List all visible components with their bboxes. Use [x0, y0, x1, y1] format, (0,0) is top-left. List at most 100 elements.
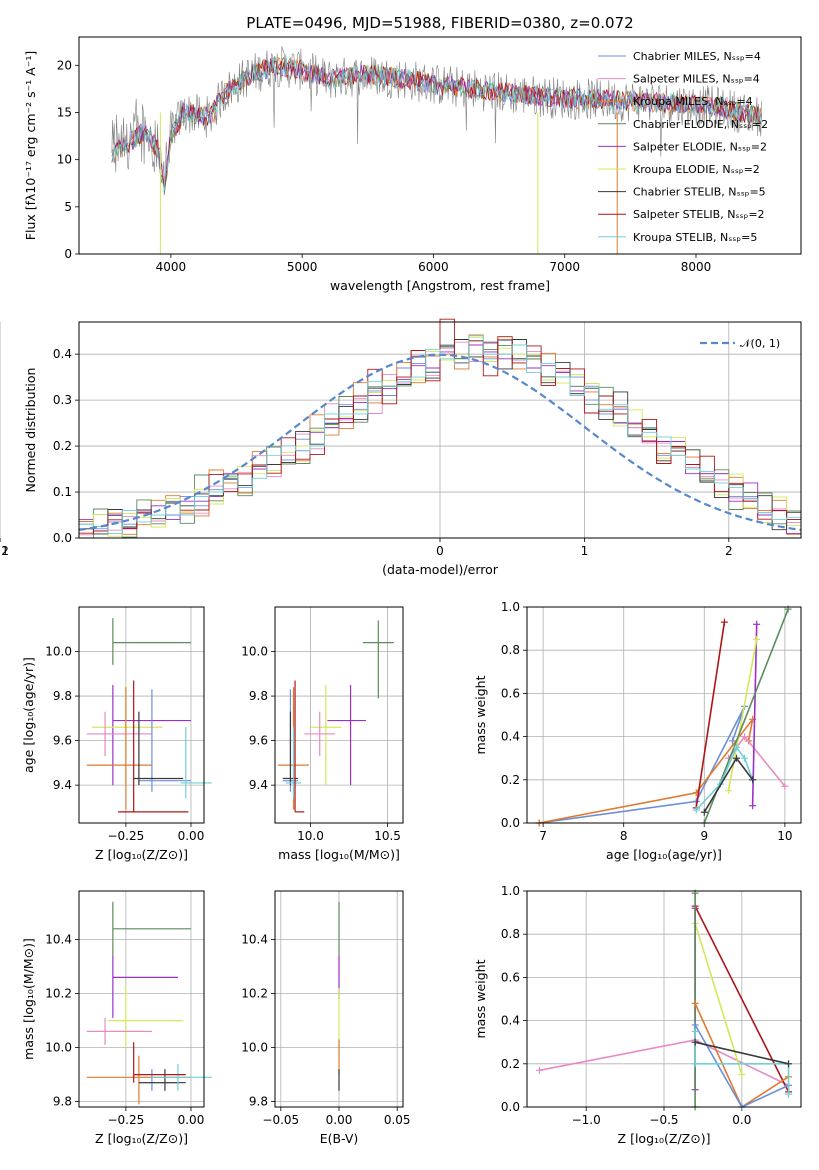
legend-label: Chabrier ELODIE, Nₛₛₚ=2 [633, 118, 768, 131]
legend-label: Kroupa STELIB, Nₛₛₚ=5 [633, 231, 757, 244]
x-tick-label: −0.05 [262, 1113, 299, 1127]
legend-label: Chabrier MILES, Nₛₛₚ=4 [633, 50, 761, 63]
x-tick-label: 0.05 [384, 1113, 411, 1127]
y-tick-label: 10.4 [45, 933, 72, 947]
legend-label: Salpeter STELIB, Nₛₛₚ=2 [633, 208, 765, 221]
x-tick-label: 7000 [549, 260, 580, 274]
weight-vs-age-panel: 7 8 9 10 0.0 0.2 0.4 0.6 0.8 1.0 age [log₁₀(age/yr… [473, 600, 802, 862]
x-tick-label: 8000 [681, 260, 712, 274]
y-tick-label: 0 [64, 247, 72, 261]
legend-label: Kroupa MILES, Nₛₛₚ=4 [633, 95, 753, 108]
y-tick-label: 1.0 [501, 600, 520, 614]
y-tick-label: 9.8 [249, 1095, 268, 1109]
histogram-kroupa_stelib [78, 335, 802, 538]
y-tick-label: 10.0 [241, 1041, 268, 1055]
spectrum-title: PLATE=0496, MJD=51988, FIBERID=0380, z=0… [246, 14, 633, 32]
y-tick-label: 9.6 [249, 734, 268, 748]
y-tick-label: 10.0 [45, 645, 72, 659]
x-axis-label: Z [log₁₀(Z/Z⊙)] [95, 1131, 188, 1146]
x-tick-label: 2 [725, 544, 733, 558]
y-tick-label: 0.8 [501, 927, 520, 941]
axes-frame [526, 606, 802, 824]
y-tick-label: 9.8 [53, 1095, 72, 1109]
weight-line-salpeter_elodie [751, 624, 758, 806]
axes-frame [78, 890, 205, 1108]
x-tick-label: 8 [620, 829, 628, 843]
y-tick-label: 20 [57, 58, 72, 72]
x-tick-label: 4000 [156, 260, 187, 274]
x-tick-label: 5000 [287, 260, 318, 274]
y-tick-label: 0.1 [53, 485, 72, 499]
y-tick-label: 0.4 [53, 347, 72, 361]
axes-frame [78, 36, 802, 255]
y-tick-label: 0.8 [501, 643, 520, 657]
x-axis-label: mass [log₁₀(M/M⊙)] [278, 847, 400, 862]
y-tick-label: 0.0 [53, 531, 72, 545]
legend-label: Kroupa ELODIE, Nₛₛₚ=2 [633, 163, 760, 176]
y-tick-label: 9.8 [249, 689, 268, 703]
x-axis-label: Z [log₁₀(Z/Z⊙)] [618, 1131, 711, 1146]
y-tick-label: 10.2 [45, 987, 72, 1001]
y-tick-label: 9.4 [53, 778, 72, 792]
residual-histogram-panel: −2−1 0 1 2 0.0 0.1 0.2 0.3 0.4 (data-model)/error… [0, 318, 802, 577]
x-axis-label: Z [log₁₀(Z/Z⊙)] [95, 847, 188, 862]
y-tick-label: 9.4 [249, 778, 268, 792]
weight-line-chabrier_miles [538, 706, 746, 824]
axes-frame [78, 606, 205, 824]
normal-distribution-curve [78, 353, 802, 531]
axes-frame [526, 890, 802, 1108]
x-tick-label: 0.00 [326, 1113, 353, 1127]
spectrum-panel: 4000 5000 6000 7000 8000 0 5 10 15 20 wavelength [… [23, 36, 802, 293]
x-tick-label: 9 [700, 829, 708, 843]
y-tick-label: 0.6 [501, 686, 520, 700]
y-tick-label: 10.0 [241, 645, 268, 659]
legend-label: Salpeter ELODIE, Nₛₛₚ=2 [633, 140, 767, 153]
weight-line-kroupa_elodie [727, 639, 758, 791]
weight-line-chabrier_stelib [694, 1041, 789, 1065]
y-axis-label: age [log₁₀(age/yr)] [21, 657, 36, 773]
x-tick-label: 0 [436, 544, 444, 558]
x-tick-label: −1.0 [572, 1113, 601, 1127]
y-tick-label: 10.4 [241, 933, 268, 947]
x-tick-label: 7 [539, 829, 547, 843]
y-tick-label: 10.0 [45, 1041, 72, 1055]
x-tick-label: −1 [0, 544, 9, 558]
mass-vs-metallicity-panel: −0.25 0.00 9.8 10.0 10.2 10.4 Z [log₁₀(Z/Z⊙)] m… [21, 890, 212, 1146]
model-spectrum-salpeter_stelib [111, 59, 762, 190]
y-axis-label: mass weight [473, 959, 488, 1038]
x-tick-label: 1 [581, 544, 589, 558]
y-tick-label: 0.2 [53, 439, 72, 453]
age-vs-metallicity-panel: −0.25 0.00 9.4 9.6 9.8 10.0 Z [log₁₀(Z/Z⊙)] age… [21, 606, 212, 862]
y-tick-label: 0.0 [501, 816, 520, 830]
y-tick-label: 0.4 [501, 730, 520, 744]
legend-label: Chabrier STELIB, Nₛₛₚ=5 [633, 186, 766, 199]
y-tick-label: 0.6 [501, 970, 520, 984]
legend-label: Salpeter MILES, Nₛₛₚ=4 [633, 73, 760, 86]
y-axis-label: Flux [fλ10⁻¹⁷ erg cm⁻² s⁻¹ A⁻¹] [23, 51, 38, 240]
weight-line-kroupa_elodie [694, 923, 743, 1075]
x-tick-label: 0.00 [178, 829, 205, 843]
y-tick-label: 5 [64, 200, 72, 214]
x-axis-label: age [log₁₀(age/yr)] [606, 847, 722, 862]
x-tick-label: −0.25 [107, 1113, 144, 1127]
y-tick-label: 1.0 [501, 884, 520, 898]
x-tick-label: −0.5 [649, 1113, 678, 1127]
mass-vs-ebv-panel: −0.05 0.00 0.05 9.8 10.0 10.2 10.4 E(B-V) [241, 890, 411, 1146]
weight-line-kroupa_miles [538, 718, 754, 824]
y-tick-label: 0.4 [501, 1014, 520, 1028]
x-tick-label: 0.00 [178, 1113, 205, 1127]
y-tick-label: 0.3 [53, 393, 72, 407]
x-tick-label: 10.0 [297, 829, 324, 843]
legend-label: 𝒩(0, 1) [740, 337, 780, 350]
x-axis-label: E(B-V) [320, 1131, 359, 1146]
age-vs-mass-panel: 10.0 10.5 9.4 9.6 9.8 10.0 mass [log₁₀(M/M⊙)] [241, 606, 404, 862]
observed-spectrum-line [111, 46, 762, 187]
y-axis-label: mass [log₁₀(M/M⊙)] [21, 938, 36, 1060]
axes-frame [274, 890, 404, 1108]
model-spectrum-kroupa_stelib [111, 57, 762, 191]
y-axis-label: Normed distribution [23, 368, 38, 493]
weight-line-salpeter_stelib [695, 621, 726, 809]
y-axis-label: mass weight [473, 675, 488, 754]
x-axis-label: wavelength [Angstrom, rest frame] [330, 278, 550, 293]
